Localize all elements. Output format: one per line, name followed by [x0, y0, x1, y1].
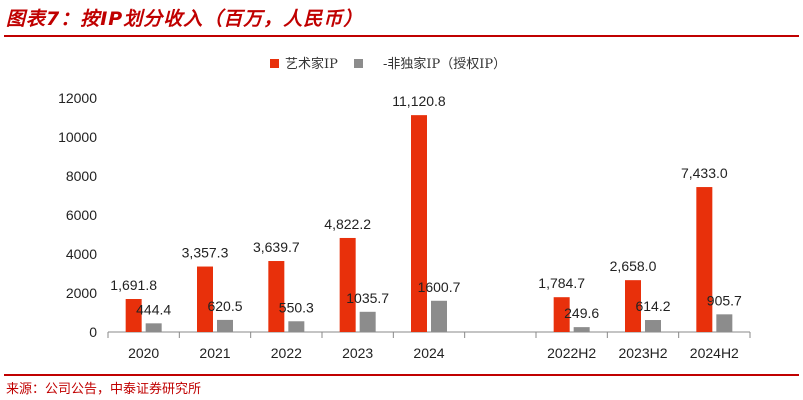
bar-licensed-ip	[431, 300, 447, 332]
data-label-licensed-ip: 444.4	[136, 301, 171, 317]
bar-artist-ip	[339, 237, 356, 332]
y-tick-label: 6000	[66, 207, 97, 223]
data-label-artist-ip: 1,691.8	[110, 277, 157, 293]
title-rule	[4, 35, 799, 37]
x-category-label: 2023H2	[618, 345, 667, 361]
bar-licensed-ip	[288, 321, 305, 332]
bar-artist-ip	[411, 115, 427, 332]
x-category-label: 2024	[413, 345, 444, 361]
x-category-label: 2022	[271, 345, 302, 361]
data-label-licensed-ip: 1035.7	[346, 290, 389, 306]
y-tick-label: 2000	[66, 285, 97, 301]
x-category-label: 2024H2	[690, 345, 739, 361]
source-note: 来源：公司公告，中泰证券研究所	[6, 382, 202, 397]
data-label-licensed-ip: 1600.7	[418, 279, 461, 295]
bar-artist-ip	[197, 266, 213, 332]
bar-licensed-ip	[359, 311, 376, 332]
bar-artist-ip	[125, 299, 142, 332]
bar-licensed-ip	[573, 327, 590, 332]
bar-artist-ip	[625, 280, 641, 332]
data-label-artist-ip: 11,120.8	[392, 93, 446, 109]
data-label-artist-ip: 3,357.3	[182, 245, 229, 261]
y-tick-label: 0	[89, 324, 97, 340]
y-tick-label: 8000	[66, 168, 97, 184]
x-category-label: 2023	[342, 345, 373, 361]
legend-swatch-licensed-ip	[354, 59, 363, 68]
data-label-artist-ip: 7,433.0	[681, 165, 728, 181]
x-category-label: 2021	[199, 345, 230, 361]
data-label-licensed-ip: 905.7	[707, 292, 742, 308]
data-label-licensed-ip: 620.5	[207, 298, 242, 314]
data-label-artist-ip: 1,784.7	[538, 275, 585, 291]
y-tick-label: 10000	[58, 129, 97, 145]
data-label-artist-ip: 3,639.7	[253, 239, 300, 255]
bar-licensed-ip	[145, 323, 162, 332]
data-label-licensed-ip: 614.2	[635, 298, 670, 314]
bar-artist-ip	[268, 261, 285, 332]
source-rule	[4, 374, 799, 376]
legend-label-artist-ip: 艺术家IP	[285, 56, 338, 72]
bar-licensed-ip	[217, 319, 233, 332]
bar-licensed-ip	[716, 314, 733, 332]
data-label-licensed-ip: 249.6	[564, 305, 599, 321]
data-label-artist-ip: 4,822.2	[324, 216, 371, 232]
y-tick-label: 4000	[66, 246, 97, 262]
legend-label-licensed-ip: -非独家IP（授权IP）	[383, 56, 506, 72]
bar-artist-ip	[553, 297, 570, 332]
x-category-label: 2020	[128, 345, 159, 361]
data-label-licensed-ip: 550.3	[279, 299, 314, 315]
legend-swatch-artist-ip	[270, 59, 279, 68]
bar-licensed-ip	[645, 320, 661, 332]
data-label-artist-ip: 2,658.0	[610, 258, 657, 274]
chart-title: 图表7：按IP划分收入（百万，人民币）	[6, 8, 364, 30]
x-category-label: 2022H2	[547, 345, 596, 361]
y-tick-label: 12000	[58, 90, 97, 106]
bar-artist-ip	[696, 187, 713, 332]
